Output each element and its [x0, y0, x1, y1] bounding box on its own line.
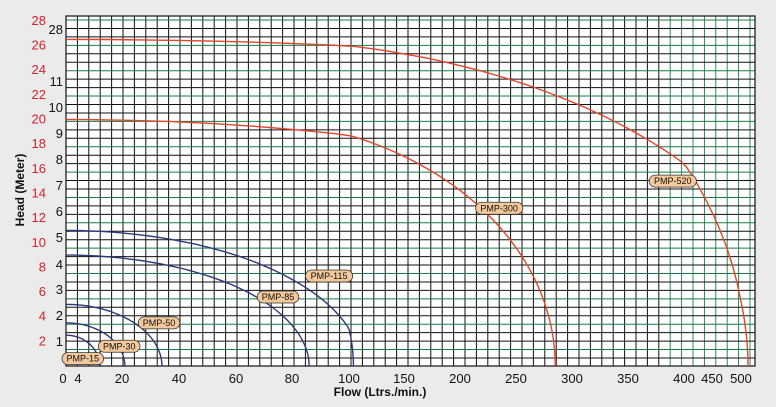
curve-label-text: PMP-520 [654, 176, 692, 186]
x-tick: 80 [285, 371, 299, 386]
curve-label-pmp-50: PMP-50 [137, 316, 181, 330]
y-tick-inner: 8 [56, 152, 63, 167]
x-tick: 200 [449, 371, 471, 386]
y-tick-inner: 9 [56, 126, 63, 141]
curve-label-pmp-115: PMP-115 [305, 269, 354, 283]
x-tick: 400 [673, 371, 695, 386]
y-tick-inner: 6 [56, 204, 63, 219]
curve-label-text: PMP-50 [143, 318, 176, 328]
curve-label-pmp-300: PMP-300 [475, 201, 524, 215]
x-tick: 300 [561, 371, 583, 386]
x-tick: 60 [229, 371, 243, 386]
y-tick-outer: 22 [32, 87, 46, 102]
x-tick: 500 [730, 371, 752, 386]
y-tick-outer: 10 [32, 235, 46, 250]
y-tick-outer: 2 [39, 333, 46, 348]
x-tick: 350 [617, 371, 639, 386]
curve-label-pmp-15: PMP-15 [61, 352, 104, 366]
curve-label-pmp-520: PMP-520 [648, 174, 697, 188]
curve-pmp-115 [65, 229, 355, 366]
y-tick-outer: 28 [32, 13, 46, 28]
curve-label-text: PMP-15 [67, 354, 100, 364]
y-axis-label: Head (Meter) [13, 154, 27, 227]
y-tick-outer: 14 [32, 185, 46, 200]
curve-label-text: PMP-115 [311, 271, 348, 281]
y-tick-inner: 4 [56, 257, 63, 272]
y-tick-inner: 5 [56, 230, 63, 245]
x-axis-ticks: 0 20 40 60 80 100 150 200 250 300 350 400 450 500 4 [59, 371, 751, 386]
x-axis-label: Flow (Ltrs./min.) [334, 385, 427, 399]
x-tick: 100 [338, 371, 360, 386]
curve-pmp-85 [66, 254, 310, 367]
curve-label-text: PMP-300 [480, 203, 518, 213]
curve-pmp-30 [66, 322, 126, 366]
x-tick: 250 [505, 371, 527, 386]
x-tick: 0 [59, 371, 66, 386]
plot-background [66, 16, 755, 366]
y-tick-outer: 16 [32, 161, 46, 176]
x-tick: 40 [172, 371, 186, 386]
y-tick-inner: 11 [50, 74, 64, 89]
x-tick: 20 [115, 371, 129, 386]
curve-pmp-520 [65, 38, 749, 367]
y-tick-outer: 20 [32, 112, 46, 127]
curve-label-pmp-30: PMP-30 [98, 339, 141, 353]
y-tick-outer: 6 [39, 284, 46, 299]
pump-curves [65, 38, 749, 367]
y-tick-inner: 10 [49, 100, 63, 115]
y-tick-outer: 26 [32, 38, 46, 53]
plot-border [65, 15, 756, 367]
x-tick: 150 [393, 371, 415, 386]
y-tick-outer: 18 [32, 136, 46, 151]
y-tick-outer: 24 [32, 62, 46, 77]
y-tick-outer: 12 [32, 210, 46, 225]
curve-label-text: PMP-85 [262, 292, 295, 302]
y-tick-inner: 7 [56, 178, 63, 193]
y-tick-outer: 8 [39, 259, 46, 274]
curve-label-text: PMP-30 [103, 341, 136, 351]
y-tick-inner: 28 [49, 22, 63, 37]
curve-pmp-50 [66, 303, 163, 366]
x-tick: 4 [74, 371, 81, 386]
y-tick-inner: 3 [56, 282, 63, 297]
x-tick: 450 [701, 371, 723, 386]
curve-pmp-300 [65, 118, 556, 367]
grid [65, 15, 756, 367]
y-tick-inner: 2 [56, 308, 63, 323]
y-tick-inner: 1 [56, 334, 63, 349]
curve-label-pmp-85: PMP-85 [256, 290, 300, 304]
y-tick-outer: 4 [39, 309, 46, 324]
